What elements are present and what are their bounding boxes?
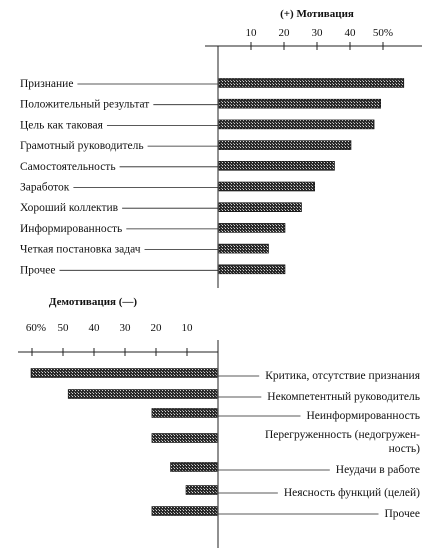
demotivation-category-label-line: Перегруженность (недогружен- [265, 429, 420, 441]
motivation-x-tick-label: 20 [279, 27, 291, 39]
demotivation-category-label: Неясность функций (целей) [284, 487, 420, 499]
demotivation-category-label: Критика, отсутствие признания [265, 370, 421, 382]
motivation-bar [218, 202, 302, 212]
motivation-category-label: Грамотный руководитель [20, 140, 144, 152]
demotivation-bar [185, 485, 218, 495]
motivation-bar [218, 98, 381, 109]
motivation-axis: 10 20 30 40 50% [205, 27, 422, 288]
demotivation-bar [170, 462, 218, 472]
demotivation-bars: Критика, отсутствие признания Некомпетент… [30, 368, 421, 520]
motivation-category-label: Положительный результат [20, 99, 149, 111]
demotivation-axis: 60% 50 40 30 20 10 [18, 322, 219, 548]
motivation-bar [218, 161, 335, 171]
motivation-title: (+) Мотивация [280, 8, 354, 20]
motivation-category-label: Признание [20, 78, 73, 90]
motivation-x-tick-label: 30 [312, 27, 324, 39]
motivation-x-tick-label: 40 [345, 27, 357, 39]
motivation-category-label: Самостоятельность [20, 161, 116, 173]
demotivation-bar [151, 506, 218, 516]
motivation-bar [218, 243, 269, 254]
demotivation-x-tick-label: 60% [26, 322, 46, 334]
demotivation-category-label: Неинформированность [306, 410, 420, 422]
motivation-bars: Признание Положительный результат Цель как… [20, 78, 405, 276]
motivation-bar [218, 264, 286, 275]
demotivation-bar [67, 389, 218, 399]
motivation-bar [218, 181, 315, 192]
demotivation-bar [151, 408, 218, 418]
demotivation-bar [30, 368, 218, 378]
motivation-bar [218, 140, 352, 150]
motivation-bar [218, 119, 375, 130]
demotivation-x-tick-label: 20 [151, 322, 163, 334]
demotivation-category-label: Перегруженность (недогружен-ность) [265, 429, 420, 455]
demotivation-category-label: Некомпетентный руководитель [267, 391, 420, 403]
motivation-bar [218, 78, 405, 88]
demotivation-category-label-line: ность) [389, 443, 421, 455]
demotivation-x-tick-label: 40 [89, 322, 101, 334]
motivation-x-tick-label: 10 [246, 27, 258, 39]
demotivation-x-tick-label: 30 [120, 322, 132, 334]
motivation-category-label: Хороший коллектив [20, 202, 119, 214]
motivation-category-label: Информированность [20, 223, 122, 235]
demotivation-category-label: Прочее [385, 508, 421, 520]
motivation-category-label: Четкая постановка задач [20, 244, 141, 256]
motivation-bar [218, 223, 286, 233]
motivation-x-tick-label: 50% [373, 27, 393, 39]
demotivation-bar [151, 433, 218, 443]
motivation-category-label: Прочее [20, 264, 56, 276]
motivation-category-label: Цель как таковая [20, 119, 104, 131]
demotivation-x-tick-label: 10 [182, 322, 194, 334]
motivation-category-label: Заработок [20, 182, 70, 194]
demotivation-category-label: Неудачи в работе [336, 464, 420, 476]
demotivation-x-tick-label: 50 [58, 322, 70, 334]
demotivation-title: Демотивация (—) [49, 296, 138, 308]
